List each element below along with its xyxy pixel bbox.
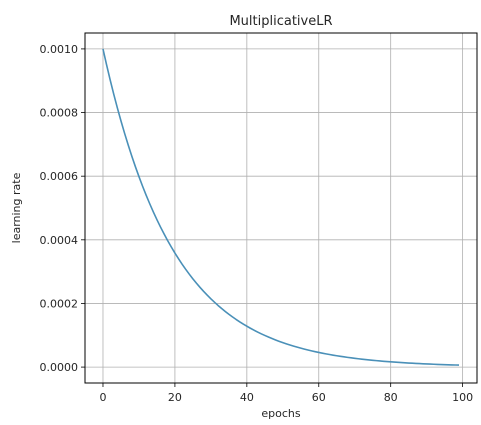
grid-lines xyxy=(85,33,477,383)
x-tick-label: 100 xyxy=(452,391,473,404)
y-tick-label: 0.0002 xyxy=(40,297,79,310)
x-axis-label: epochs xyxy=(261,407,300,420)
x-axis-ticks: 0 20 40 60 80 100 xyxy=(99,383,473,404)
x-tick-label: 0 xyxy=(99,391,106,404)
y-tick-label: 0.0006 xyxy=(40,170,79,183)
y-tick-label: 0.0000 xyxy=(40,361,79,374)
x-tick-label: 40 xyxy=(240,391,254,404)
series-line xyxy=(102,48,460,366)
plot-area xyxy=(84,32,478,384)
y-tick-label: 0.0004 xyxy=(40,234,79,247)
y-tick-label: 0.0010 xyxy=(40,43,79,56)
chart-title: MultiplicativeLR xyxy=(229,14,332,29)
x-tick-label: 60 xyxy=(312,391,326,404)
y-axis-label: learning rate xyxy=(10,172,23,243)
x-tick-label: 80 xyxy=(384,391,398,404)
y-axis-ticks: 0.0000 0.0002 0.0004 0.0006 0.0008 0.0010 xyxy=(40,43,85,374)
y-tick-label: 0.0008 xyxy=(40,107,79,120)
x-tick-label: 20 xyxy=(168,391,182,404)
